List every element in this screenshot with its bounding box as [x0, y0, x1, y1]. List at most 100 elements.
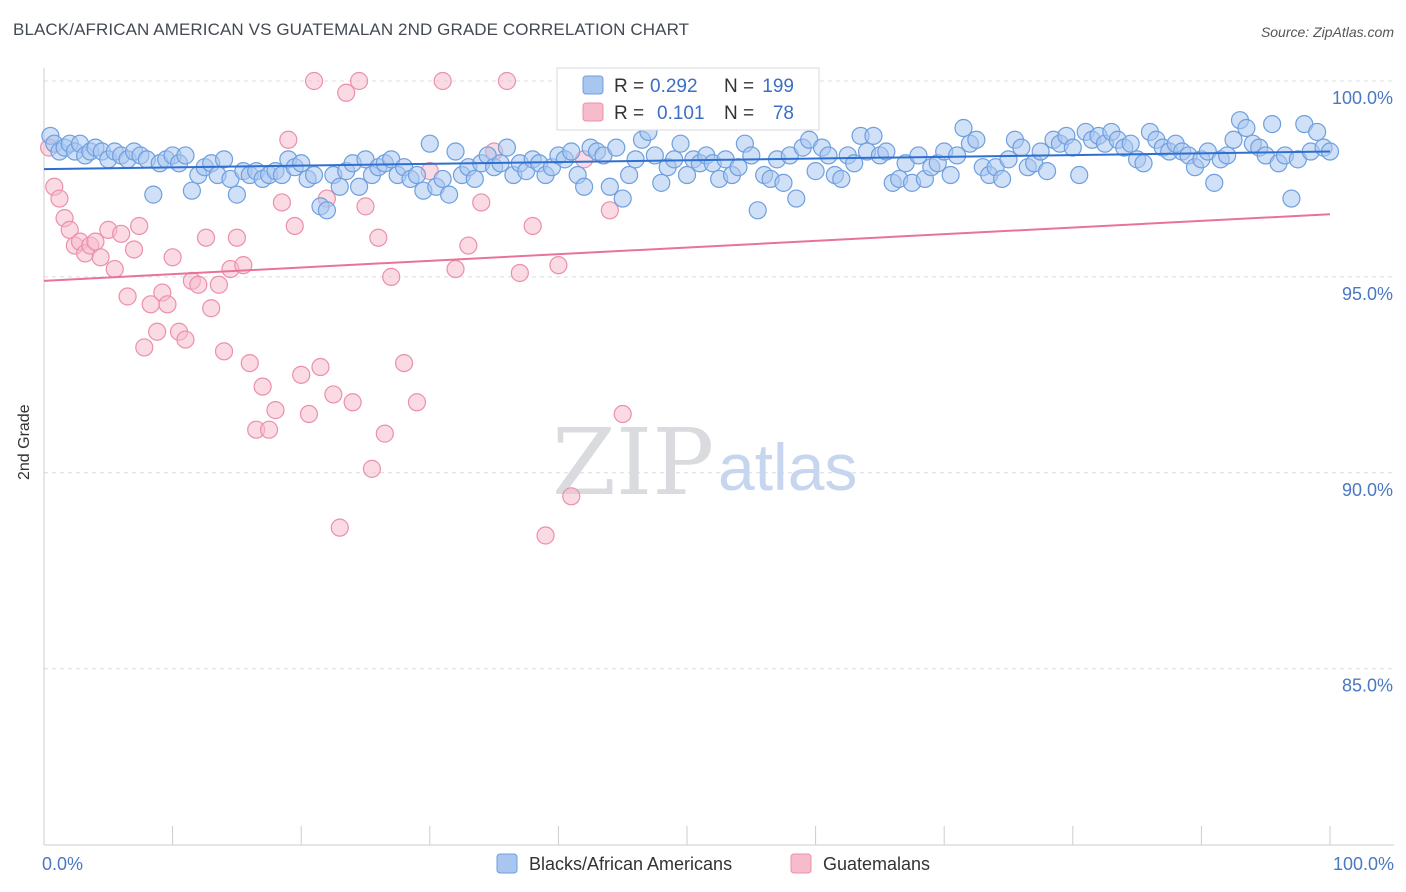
- guatemalans-point: [279, 130, 298, 149]
- blacks-point: [214, 150, 234, 169]
- blacks-point: [1282, 189, 1301, 208]
- blacks-point: [600, 177, 619, 196]
- legend-swatch-pink: [582, 102, 604, 122]
- blacks-point: [330, 177, 349, 196]
- guatemalans-point: [124, 240, 144, 259]
- blacks-point: [465, 169, 484, 189]
- guatemalans-point: [311, 357, 330, 377]
- blacks-point: [1070, 165, 1089, 185]
- blacks-point: [433, 169, 452, 189]
- source-credit: Source: ZipAtlas.com: [1260, 24, 1394, 40]
- blacks-point: [665, 150, 684, 169]
- guatemalans-point: [600, 201, 619, 220]
- guatemalans-point: [285, 216, 304, 236]
- guatemalans-point: [362, 459, 382, 478]
- blacks-point: [1237, 118, 1256, 138]
- x-tick-labels: 0.0% 100.0%: [42, 854, 1394, 874]
- blacks-point: [182, 181, 201, 200]
- blacks-point: [748, 201, 767, 220]
- guatemalans-point: [349, 71, 369, 91]
- guatemalans-point: [356, 197, 375, 216]
- guatemalans-point: [324, 385, 343, 404]
- series-legend-swatch-blue: [496, 853, 518, 874]
- blacks-point: [1134, 154, 1153, 173]
- guatemalans-point: [459, 236, 478, 255]
- legend-n-value-blue: 199: [762, 76, 794, 97]
- blacks-point: [877, 142, 896, 161]
- guatemalans-point: [510, 263, 529, 283]
- y-tick-label: 85.0%: [1342, 676, 1393, 696]
- guatemalans-point: [292, 365, 311, 384]
- blacks-point: [1063, 138, 1082, 157]
- guatemalans-point: [523, 216, 542, 236]
- guatemalans-point: [214, 342, 234, 361]
- guatemalans-point: [50, 189, 69, 208]
- guatemalans-point: [272, 193, 292, 212]
- guatemalans-point: [163, 248, 182, 267]
- guatemalans-point: [118, 287, 137, 306]
- blacks-point: [652, 173, 671, 192]
- blacks-point: [1218, 146, 1237, 165]
- chart-title: BLACK/AFRICAN AMERICAN VS GUATEMALAN 2ND…: [13, 20, 690, 39]
- guatemalans-point: [343, 393, 362, 412]
- guatemalans-point: [130, 216, 149, 236]
- guatemalans-point: [497, 71, 517, 91]
- blacks-point: [806, 162, 825, 181]
- blacks-trend-line: [43, 150, 1331, 171]
- guatemalans-point: [196, 228, 216, 247]
- blacks-point: [1121, 134, 1140, 153]
- y-tick-label: 90.0%: [1342, 480, 1393, 500]
- x-axis-ticks: [43, 826, 1331, 845]
- x-tick-label-max: 100.0%: [1333, 854, 1394, 874]
- blacks-point: [317, 201, 337, 220]
- guatemalans-point: [375, 424, 394, 443]
- legend-r-value-pink: 0.101: [657, 103, 705, 124]
- blacks-point: [742, 146, 761, 165]
- guatemalans-point: [536, 526, 555, 545]
- series-legend-label-blue: Blacks/African Americans: [529, 854, 732, 874]
- blacks-point: [947, 146, 967, 165]
- blacks-point: [304, 165, 324, 185]
- blacks-point: [626, 150, 645, 169]
- blacks-point: [176, 146, 195, 165]
- legend-n-value-pink: 78: [773, 103, 794, 124]
- guatemalans-point: [176, 330, 195, 349]
- guatemalans-point: [112, 224, 131, 243]
- watermark-atlas: atlas: [718, 430, 857, 504]
- blacks-point: [607, 138, 626, 157]
- y-tick-label: 100.0%: [1332, 88, 1393, 108]
- guatemalans-point: [562, 487, 581, 506]
- blacks-point: [1224, 130, 1243, 149]
- blacks-point: [562, 142, 581, 161]
- x-tick-label-min: 0.0%: [42, 854, 83, 874]
- guatemalans-point: [240, 353, 259, 373]
- guatemalans-point: [209, 275, 228, 294]
- stats-legend: R = 0.292 N = 199 R = 0.101 N = 78: [556, 67, 820, 131]
- blacks-point: [446, 142, 465, 161]
- blacks-point: [575, 177, 594, 196]
- guatemalans-point: [613, 404, 632, 424]
- guatemalans-point: [202, 299, 221, 318]
- legend-n-label-pink: N =: [724, 103, 754, 124]
- series-legend-label-pink: Guatemalans: [823, 854, 930, 874]
- blacks-point: [613, 189, 632, 208]
- guatemalans-point: [549, 256, 568, 275]
- guatemalans-point: [148, 322, 167, 341]
- blacks-point: [407, 165, 427, 185]
- blacks-point: [645, 146, 664, 165]
- guatemalans-point: [135, 338, 154, 357]
- guatemalans-point: [330, 518, 349, 537]
- guatemalans-point: [189, 275, 208, 294]
- blacks-point: [620, 165, 639, 185]
- guatemalans-point: [382, 267, 401, 286]
- blacks-point: [1263, 114, 1282, 134]
- blacks-point: [677, 165, 697, 185]
- trend-lines: [43, 150, 1331, 282]
- blacks-point: [1308, 122, 1327, 142]
- blacks-point: [909, 146, 928, 165]
- blacks-point: [349, 177, 369, 196]
- guatemalans-point: [227, 228, 246, 247]
- blacks-point: [992, 169, 1012, 189]
- y-tick-labels: 100.0% 95.0% 90.0% 85.0%: [1332, 88, 1393, 696]
